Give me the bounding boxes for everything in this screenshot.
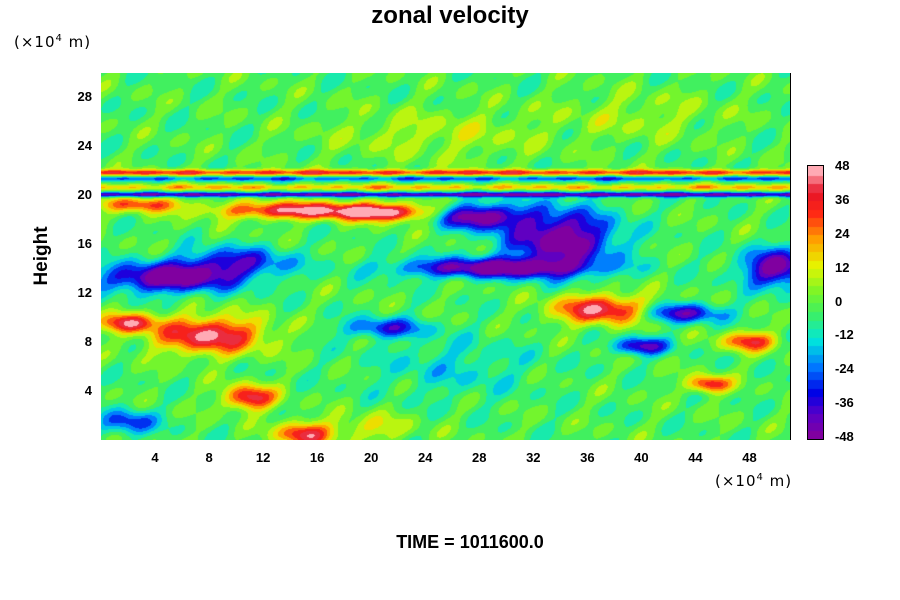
x-unit-exponent: 4	[756, 472, 764, 483]
colorbar-tick-label: 48	[835, 158, 850, 173]
colorbar-tick-label: -24	[835, 361, 854, 377]
y-unit-prefix: (×10	[14, 33, 56, 51]
x-tick-label: 28	[472, 450, 487, 465]
colorbar-tick-label: 0	[835, 293, 843, 309]
colorbar-tick-label: 36	[835, 191, 850, 207]
x-tick-label: 40	[634, 450, 649, 465]
y-tick-label: 12	[77, 285, 92, 301]
x-tick-label: 12	[255, 450, 271, 465]
heatmap-plot-area	[101, 73, 791, 440]
colorbar-tick-label: -48	[835, 429, 854, 444]
x-axis-unit: (×104 m)	[715, 472, 792, 490]
heatmap-canvas	[101, 73, 790, 440]
x-tick-label: 44	[688, 450, 703, 465]
y-tick-label: 16	[77, 236, 92, 252]
y-unit-exponent: 4	[55, 33, 63, 44]
colorbar-canvas	[808, 166, 823, 439]
x-unit-prefix: (×10	[715, 472, 757, 490]
x-tick-label: 4	[151, 450, 159, 465]
colorbar-tick-label: 12	[835, 259, 850, 275]
x-tick-label: 36	[580, 450, 595, 465]
x-tick-label: 16	[309, 450, 325, 465]
y-axis-label-text: Height	[31, 226, 52, 286]
x-unit-suffix: m)	[763, 472, 793, 490]
y-unit-suffix: m)	[62, 33, 92, 51]
y-axis-unit: (×104 m)	[14, 33, 91, 51]
y-tick-label: 20	[77, 187, 92, 203]
y-tick-label: 28	[77, 89, 92, 105]
x-tick-label: 32	[526, 450, 541, 465]
x-tick-label: 24	[418, 450, 433, 465]
chart-title: zonal velocity	[371, 2, 529, 29]
colorbar-tick-label: 24	[835, 225, 850, 241]
colorbar-tick-label: -12	[835, 327, 854, 343]
time-label: TIME = 1011600.0	[396, 532, 544, 552]
y-tick-label: 24	[77, 138, 92, 154]
x-tick-label: 48	[742, 450, 757, 465]
x-tick-label: 20	[363, 450, 379, 465]
colorbar-tick-label: -36	[835, 395, 854, 411]
colorbar	[807, 165, 824, 440]
y-tick-label: 4	[84, 383, 92, 399]
x-tick-label: 8	[205, 450, 213, 465]
y-tick-label: 8	[84, 334, 92, 350]
